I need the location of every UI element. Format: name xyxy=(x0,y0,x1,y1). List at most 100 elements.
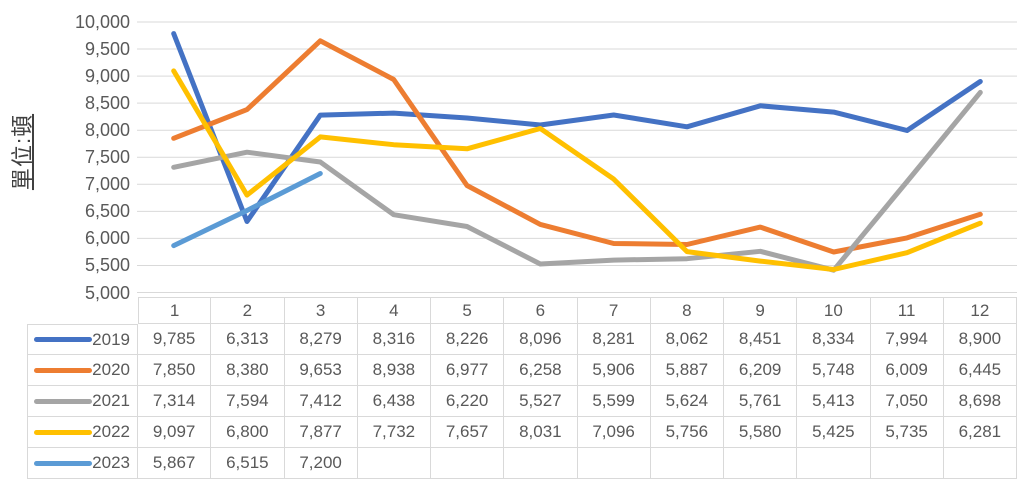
value-cell: 5,527 xyxy=(504,386,578,417)
month-header-cell: 6 xyxy=(504,297,578,324)
value-cell xyxy=(504,448,578,479)
value-cell: 5,867 xyxy=(138,448,212,479)
value-cell: 6,009 xyxy=(870,355,944,386)
y-axis-tick-label: 9,500 xyxy=(84,39,130,60)
line-chart-plot xyxy=(137,21,1017,293)
value-cell: 8,096 xyxy=(504,324,578,355)
y-axis-tick-label: 8,000 xyxy=(84,120,130,141)
month-header-cell: 9 xyxy=(724,297,798,324)
value-cell: 7,657 xyxy=(431,417,505,448)
legend-line-sample-2021 xyxy=(34,398,92,404)
gridlines xyxy=(137,21,1017,293)
legend-cell: 2020 xyxy=(27,355,138,386)
value-cell: 5,624 xyxy=(650,386,724,417)
y-axis-tick-label: 6,000 xyxy=(84,228,130,249)
value-cell: 6,438 xyxy=(357,386,431,417)
value-cell: 7,412 xyxy=(284,386,358,417)
series-line-2019 xyxy=(171,31,983,224)
value-cell: 5,735 xyxy=(870,417,944,448)
value-cell: 7,096 xyxy=(577,417,651,448)
value-cell: 8,698 xyxy=(943,386,1017,417)
value-cell: 6,313 xyxy=(211,324,285,355)
legend-line-sample-2023 xyxy=(34,460,92,466)
value-cell: 6,220 xyxy=(431,386,505,417)
value-cell xyxy=(943,448,1017,479)
value-cell: 6,800 xyxy=(211,417,285,448)
month-header-cell: 7 xyxy=(577,297,651,324)
y-axis-tick-label: 10,000 xyxy=(74,12,130,32)
legend-cell: 2023 xyxy=(27,448,138,479)
month-header-cell: 2 xyxy=(211,297,285,324)
month-header-cell: 3 xyxy=(284,297,358,324)
year-label: 2021 xyxy=(92,391,130,410)
year-label: 2022 xyxy=(92,422,130,441)
value-cell: 8,062 xyxy=(650,324,724,355)
month-header-cell: 10 xyxy=(797,297,871,324)
y-axis-tick-label: 7,000 xyxy=(84,174,130,195)
y-axis-tick-label: 7,500 xyxy=(84,147,130,168)
value-cell: 8,900 xyxy=(943,324,1017,355)
value-cell: 9,785 xyxy=(138,324,212,355)
value-cell: 7,850 xyxy=(138,355,212,386)
value-cell xyxy=(431,448,505,479)
value-cell: 6,258 xyxy=(504,355,578,386)
legend-line-sample-2019 xyxy=(34,337,92,342)
value-cell: 6,977 xyxy=(431,355,505,386)
series-line-2020 xyxy=(171,38,983,255)
month-header-cell: 8 xyxy=(650,297,724,324)
value-cell xyxy=(724,448,798,479)
value-cell xyxy=(870,448,944,479)
value-cell: 6,445 xyxy=(943,355,1017,386)
value-cell: 6,209 xyxy=(724,355,798,386)
value-cell: 5,761 xyxy=(724,386,798,417)
value-cell: 8,938 xyxy=(357,355,431,386)
series-lines xyxy=(171,31,983,273)
value-cell: 7,050 xyxy=(870,386,944,417)
value-cell: 8,281 xyxy=(577,324,651,355)
series-line-2021 xyxy=(171,89,983,273)
value-cell: 5,756 xyxy=(650,417,724,448)
value-cell: 8,316 xyxy=(357,324,431,355)
y-axis-tick-label: 6,500 xyxy=(84,201,130,222)
table-corner-blank xyxy=(27,297,138,324)
value-cell: 7,732 xyxy=(357,417,431,448)
value-cell: 7,200 xyxy=(284,448,358,479)
legend-cell: 2022 xyxy=(27,417,138,448)
legend-cell: 2021 xyxy=(27,386,138,417)
value-cell: 6,281 xyxy=(943,417,1017,448)
legend-line-sample-2022 xyxy=(34,429,92,435)
y-axis-tick-label: 9,000 xyxy=(84,66,130,87)
legend-cell: 2019 xyxy=(27,324,138,355)
year-label: 2023 xyxy=(92,453,130,472)
value-cell: 7,994 xyxy=(870,324,944,355)
value-cell xyxy=(577,448,651,479)
value-cell: 8,226 xyxy=(431,324,505,355)
value-cell: 8,031 xyxy=(504,417,578,448)
legend-line-sample-2020 xyxy=(34,367,92,373)
value-cell: 6,515 xyxy=(211,448,285,479)
value-cell: 5,580 xyxy=(724,417,798,448)
year-label: 2020 xyxy=(92,360,130,379)
series-line-2023 xyxy=(171,171,323,249)
y-axis-tick-label: 5,500 xyxy=(84,255,130,276)
series-line-2022 xyxy=(171,68,983,272)
month-header-cell: 4 xyxy=(357,297,431,324)
value-cell: 5,748 xyxy=(797,355,871,386)
value-cell: 5,425 xyxy=(797,417,871,448)
value-cell: 5,906 xyxy=(577,355,651,386)
month-header-cell: 5 xyxy=(431,297,505,324)
month-header-cell: 12 xyxy=(943,297,1017,324)
value-cell: 7,314 xyxy=(138,386,212,417)
value-cell: 8,279 xyxy=(284,324,358,355)
value-cell: 8,380 xyxy=(211,355,285,386)
value-cell: 7,877 xyxy=(284,417,358,448)
y-axis-tick-label: 5,000 xyxy=(84,282,130,303)
value-cell: 5,887 xyxy=(650,355,724,386)
value-cell xyxy=(797,448,871,479)
value-cell xyxy=(357,448,431,479)
month-header-cell: 1 xyxy=(138,297,212,324)
value-cell: 9,097 xyxy=(138,417,212,448)
y-axis-tick-label: 8,500 xyxy=(84,93,130,114)
value-cell: 9,653 xyxy=(284,355,358,386)
